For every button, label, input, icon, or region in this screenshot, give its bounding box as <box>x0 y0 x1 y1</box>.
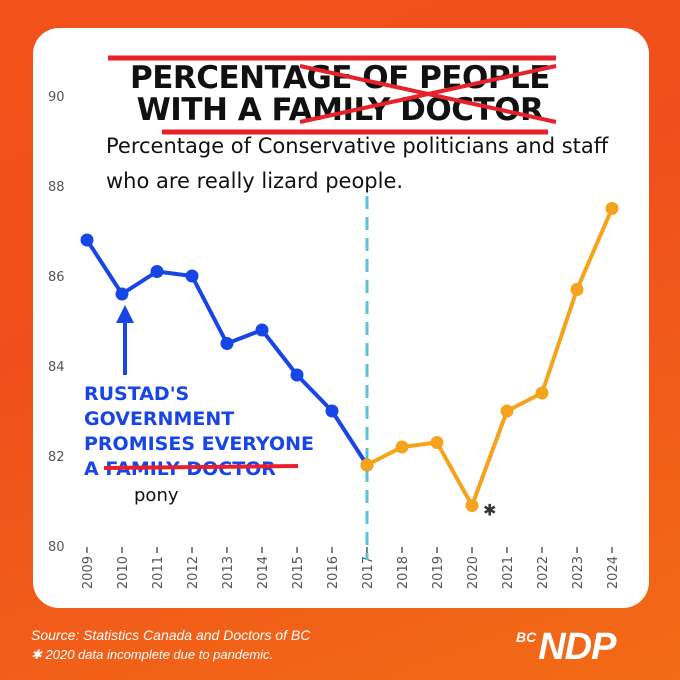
x-tick-label: 2009 <box>81 556 96 589</box>
annotation-prefix: A <box>84 458 106 480</box>
series-lines <box>80 202 619 512</box>
x-tick-label: 2023 <box>571 556 586 589</box>
x-tick-label: 2011 <box>151 556 166 589</box>
data-point-blue <box>325 404 339 418</box>
series-line-blue <box>85 238 369 467</box>
x-tick-label: 2022 <box>536 556 551 589</box>
y-tick-label: 80 <box>48 540 65 555</box>
footnote: ✱ 2020 data incomplete due to pandemic. <box>31 647 274 662</box>
x-tick-label: 2019 <box>431 556 446 589</box>
x-axis: 2009 2010 2011 2012 2013 2014 2015 2016 2017 2018… <box>81 547 621 589</box>
data-point-blue <box>115 287 129 301</box>
x-tick-label: 2013 <box>221 556 236 589</box>
x-tick-label: 2010 <box>116 556 131 589</box>
x-tick-label: 2024 <box>606 556 621 589</box>
data-point-orange <box>395 440 409 454</box>
data-point-orange <box>465 499 479 512</box>
subtitle-line-1: Percentage of Conservative politicians a… <box>106 134 609 158</box>
data-point-orange <box>430 436 444 449</box>
annotation-struck-text: FAMILY DOCTOR <box>105 458 276 480</box>
y-tick-label: 88 <box>48 180 65 195</box>
subtitle-line-2: who are really lizard people. <box>106 169 404 193</box>
annotation-line-1: RUSTAD'S <box>84 383 190 405</box>
data-point-orange <box>360 458 374 472</box>
data-point-blue <box>255 323 269 337</box>
logo-bc: BC <box>516 629 537 645</box>
annotation-line-4: A FAMILY DOCTOR <box>84 458 276 480</box>
x-tick-label: 2014 <box>256 556 271 589</box>
data-point-blue <box>185 269 199 283</box>
data-point-orange <box>570 283 584 296</box>
y-tick-label: 82 <box>48 450 65 465</box>
x-tick-label: 2016 <box>326 556 341 589</box>
data-point-orange <box>535 386 549 400</box>
annotation-arrow <box>116 305 134 375</box>
x-tick-label: 2018 <box>396 556 411 589</box>
title-line-1: PERCENTAGE OF PEOPLE <box>129 60 551 96</box>
annotation-line-3: PROMISES EVERYONE <box>84 433 315 455</box>
data-point-orange <box>605 202 619 215</box>
source-note: Source: Statistics Canada and Doctors of… <box>31 627 311 643</box>
series-line-orange <box>366 207 614 508</box>
x-tick-label: 2015 <box>291 556 306 589</box>
chart-card <box>33 28 649 608</box>
data-point-blue <box>150 265 164 278</box>
annotation-replacement: pony <box>134 485 179 506</box>
y-axis: 80 82 84 86 88 90 <box>48 90 65 555</box>
data-point-blue <box>80 233 94 247</box>
y-tick-label: 86 <box>48 270 65 285</box>
x-tick-label: 2012 <box>186 556 201 589</box>
y-tick-label: 84 <box>48 360 65 375</box>
x-tick-label: 2017 <box>361 556 376 589</box>
logo-name: NDP <box>538 626 616 668</box>
data-point-orange <box>500 404 514 418</box>
x-tick-label: 2021 <box>501 556 516 589</box>
data-point-blue <box>220 337 234 350</box>
bc-ndp-logo: BC NDP <box>516 626 616 668</box>
title-line-2: WITH A FAMILY DOCTOR <box>136 92 544 128</box>
y-tick-label: 90 <box>48 90 65 105</box>
data-point-blue <box>290 368 304 382</box>
annotation-line-2: GOVERNMENT <box>84 408 235 430</box>
footnote-marker: ✱ <box>483 501 496 520</box>
x-tick-label: 2020 <box>466 556 481 589</box>
asterisk-marker: ✱ <box>483 501 496 520</box>
